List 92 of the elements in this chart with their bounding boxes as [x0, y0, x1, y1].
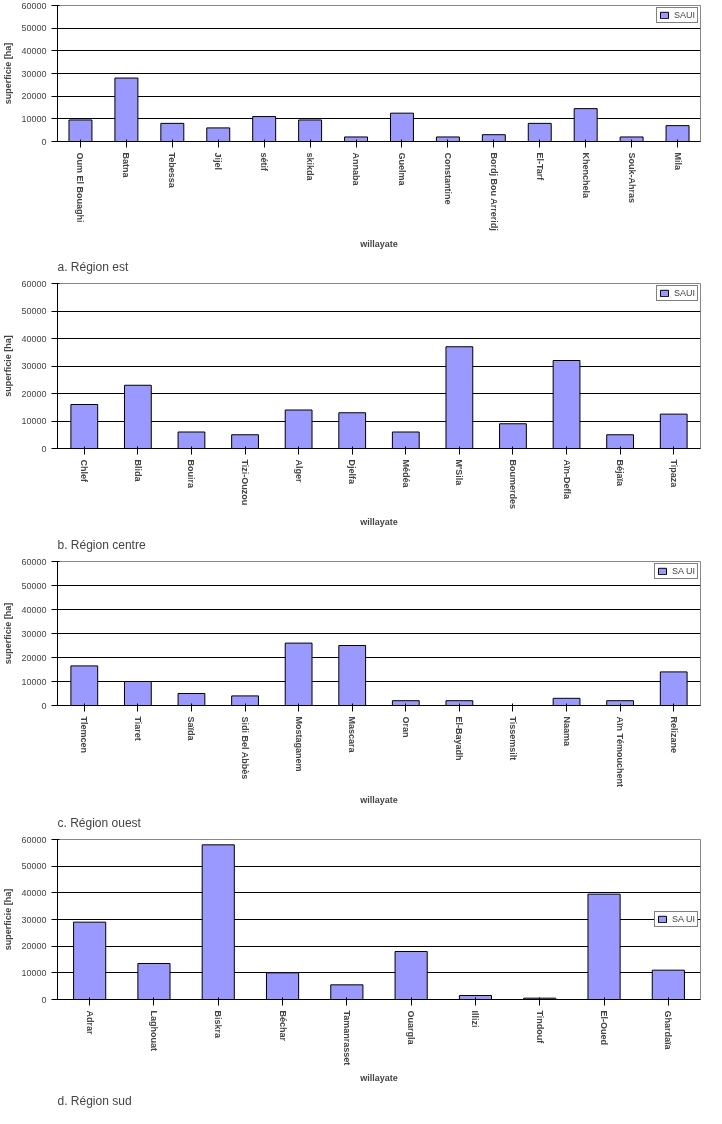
x-tick-label: Laghouat [148, 1010, 159, 1051]
x-tick-label: Saïda [186, 716, 197, 742]
y-tick-label: 20000 [21, 91, 47, 102]
x-tick-label: Guelma [396, 152, 407, 187]
x-tick-label: Oran [400, 716, 411, 738]
y-tick-label: 0 [41, 700, 47, 711]
legend-label: SA UI [671, 566, 695, 576]
y-axis-title: superficie [ha] [3, 42, 14, 105]
y-tick-label: 60000 [21, 834, 47, 845]
text: d. Région sud [57, 1093, 132, 1108]
y-tick-label: 0 [41, 994, 47, 1005]
x-tick-label: Illizi [470, 1010, 481, 1028]
legend-label: SAUI [673, 288, 695, 298]
x-tick-label: Tissemsilt [507, 716, 518, 761]
x-tick-label: El-Bayadh [454, 716, 465, 761]
x-tick-label: Tiaret [132, 716, 143, 741]
x-axis-title: willayate [359, 795, 398, 805]
x-tick-label: Mascara [347, 716, 358, 754]
x-tick-label: Médéa [400, 459, 411, 489]
x-tick-label: Aïn Témouchent [615, 716, 626, 788]
x-tick-label: skikda [305, 152, 316, 182]
y-axis-title: superficie [ha] [3, 888, 14, 951]
x-tick-label: Biskra [213, 1010, 224, 1040]
text: c. Région ouest [57, 815, 142, 830]
x-tick-label: Adrar [84, 1010, 95, 1035]
x-tick-label: Jijel [213, 152, 224, 171]
x-tick-label: Alger [293, 459, 304, 483]
y-tick-label: 30000 [21, 914, 47, 925]
x-tick-label: Ouargla [406, 1010, 417, 1046]
x-tick-label: Tindouf [534, 1010, 545, 1045]
x-tick-label: Mostaganem [293, 716, 304, 772]
legend-label: SA UI [671, 914, 695, 924]
x-tick-label: Naama [561, 716, 572, 748]
text: b. Région centre [57, 537, 146, 552]
y-tick-label: 0 [41, 443, 47, 454]
x-tick-label: Oum El Bouaghi [75, 152, 86, 223]
y-tick-label: 0 [41, 136, 47, 147]
y-axis-title: superficie [ha] [3, 602, 14, 665]
y-tick-label: 10000 [21, 113, 47, 124]
x-tick-label: Tipaza [668, 459, 679, 489]
y-tick-label: 60000 [21, 0, 47, 11]
x-tick-label: Mila [672, 152, 683, 171]
x-axis-title: willayate [359, 1073, 398, 1084]
x-tick-label: Tebessa [167, 152, 178, 189]
y-tick-label: 50000 [21, 861, 47, 872]
y-tick-label: 30000 [21, 361, 47, 371]
x-tick-label: Bouira [186, 459, 197, 489]
x-tick-label: Boumerdes [507, 459, 518, 510]
x-tick-label: Annaba [351, 152, 362, 187]
y-tick-label: 40000 [21, 45, 47, 56]
legend-label: SAUI [673, 10, 695, 20]
x-tick-label: Aïn-Defla [561, 459, 572, 500]
x-tick-label: Tizi-Ouzou [240, 459, 251, 506]
y-tick-label: 40000 [21, 333, 47, 344]
x-tick-label: Béjaïa [615, 459, 626, 488]
x-tick-label: Khenchela [580, 152, 591, 200]
y-tick-label: 60000 [21, 278, 47, 289]
y-tick-label: 10000 [21, 416, 47, 426]
y-tick-label: 10000 [21, 676, 47, 687]
y-tick-label: 20000 [21, 652, 47, 663]
x-tick-label: El-Tarf [534, 152, 545, 182]
y-tick-label: 50000 [21, 580, 47, 591]
x-tick-label: Relizane [668, 716, 679, 754]
y-tick-label: 20000 [21, 388, 47, 399]
x-tick-label: Ghardaïa [663, 1010, 674, 1051]
text: a. Région est [57, 259, 129, 274]
y-tick-label: 60000 [21, 556, 47, 567]
y-axis-title: superficie [ha] [3, 335, 14, 397]
x-axis-title: willayate [359, 517, 398, 528]
y-tick-label: 10000 [21, 967, 47, 978]
x-tick-label: Batna [121, 152, 132, 179]
x-tick-label: Constantine [442, 152, 453, 205]
y-tick-label: 50000 [21, 306, 47, 316]
x-tick-label: Bordj Bou Arreridj [488, 152, 499, 231]
x-axis-title: willayate [359, 239, 398, 249]
x-tick-label: Blida [132, 459, 143, 483]
x-tick-label: Chlef [79, 459, 90, 483]
x-tick-label: Béchar [277, 1010, 288, 1042]
x-tick-label: sétif [259, 152, 270, 173]
x-tick-label: Souk-Ahras [626, 152, 637, 204]
x-tick-label: Tamanrasset [341, 1010, 352, 1066]
x-tick-label: Sidi Bel Abbès [240, 716, 251, 780]
x-tick-label: M'Sila [454, 459, 465, 487]
y-tick-label: 30000 [21, 68, 47, 79]
x-tick-label: El-Oued [599, 1010, 610, 1046]
x-tick-label: Djelfa [347, 459, 358, 485]
y-tick-label: 20000 [21, 941, 47, 952]
y-tick-label: 50000 [21, 23, 47, 34]
x-tick-label: Tlemcen [79, 716, 90, 754]
y-tick-label: 30000 [21, 628, 47, 639]
y-tick-label: 40000 [21, 604, 47, 615]
y-tick-label: 40000 [21, 887, 47, 898]
